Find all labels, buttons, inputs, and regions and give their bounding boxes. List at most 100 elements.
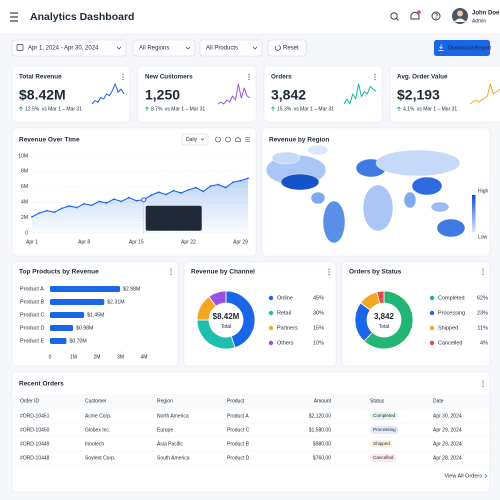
home-icon[interactable]	[235, 136, 241, 142]
revenue-point[interactable]	[194, 186, 197, 189]
legend-value: 10%	[313, 340, 324, 346]
bar[interactable]	[50, 312, 85, 318]
revenue-point[interactable]	[232, 181, 235, 184]
revenue-point[interactable]	[105, 202, 108, 204]
bar[interactable]	[50, 338, 67, 344]
revenue-point[interactable]	[187, 188, 190, 191]
map-region[interactable]	[436, 218, 466, 238]
dropdown-chevron	[252, 46, 258, 50]
download-button[interactable]	[434, 40, 490, 56]
legend-gradient	[472, 195, 476, 232]
map-region[interactable]	[411, 176, 443, 196]
link-chevron[interactable]	[484, 473, 488, 479]
header-bar	[0, 0, 500, 34]
legend-swatch	[268, 340, 274, 346]
revenue-point[interactable]	[31, 215, 33, 218]
revenue-point[interactable]	[180, 192, 182, 194]
map-region[interactable]	[362, 184, 394, 232]
revenue-point[interactable]	[120, 200, 123, 203]
filter-box[interactable]	[11, 39, 127, 57]
revenue-point[interactable]	[60, 207, 63, 210]
legend-label: Cancelled	[438, 340, 462, 346]
menu-dot	[482, 383, 484, 385]
revenue-point[interactable]	[224, 186, 227, 189]
x-tick-label: 3M	[117, 354, 124, 360]
bar[interactable]	[50, 325, 74, 331]
map-region[interactable]	[403, 191, 417, 209]
help-mark	[434, 12, 438, 17]
bar-value-label: $0.70M	[69, 338, 86, 344]
revenue-point[interactable]	[45, 209, 48, 212]
donut-segment[interactable]	[208, 290, 227, 307]
zoom-icon[interactable]	[215, 136, 221, 143]
bar-value-label: $2.31M	[107, 299, 124, 305]
help-icon[interactable]	[431, 11, 441, 21]
interval-dropdown[interactable]	[181, 133, 209, 146]
map-region[interactable]	[322, 200, 346, 244]
revenue-point[interactable]	[127, 196, 130, 199]
map-region[interactable]	[375, 149, 461, 177]
legend-label: Completed	[438, 295, 465, 301]
revenue-point[interactable]	[135, 199, 138, 202]
notification-icon[interactable]	[410, 11, 420, 20]
legend-high: High	[478, 188, 489, 194]
donut-segment[interactable]	[363, 290, 414, 350]
view-all-link: View All Orders	[445, 473, 483, 479]
bar-value-label: $2.98M	[123, 286, 140, 292]
legend-value: 15%	[313, 325, 324, 331]
status-badge	[370, 412, 399, 420]
zoom-icon[interactable]	[225, 136, 231, 143]
legend-swatch	[429, 340, 435, 346]
revenue-point[interactable]	[209, 185, 212, 187]
map-region[interactable]	[271, 151, 301, 165]
revenue-point[interactable]	[53, 211, 56, 214]
kpi-sparkline	[343, 83, 377, 105]
revenue-point[interactable]	[172, 189, 175, 192]
revenue-point[interactable]	[157, 191, 160, 194]
revenue-point[interactable]	[239, 179, 242, 182]
bar-value-label: $1.45M	[87, 312, 104, 318]
revenue-point[interactable]	[165, 193, 167, 196]
table-cell: Product C	[227, 427, 250, 433]
legend-value: 23%	[477, 310, 488, 316]
menu-dot	[482, 271, 484, 273]
revenue-point[interactable]	[113, 198, 115, 201]
revenue-point[interactable]	[247, 177, 249, 180]
revenue-point[interactable]	[68, 205, 71, 207]
table-cell: Product A	[227, 413, 249, 419]
revenue-point[interactable]	[202, 190, 205, 193]
menu-dot	[170, 273, 172, 276]
menu-icon[interactable]	[245, 137, 250, 142]
bar[interactable]	[50, 299, 105, 305]
map-region[interactable]	[430, 201, 450, 213]
revenue-point[interactable]	[90, 204, 93, 207]
revenue-point[interactable]	[98, 200, 100, 203]
revenue-point[interactable]	[38, 212, 41, 214]
map-region[interactable]	[280, 173, 320, 191]
map-region[interactable]	[310, 191, 326, 205]
search-icon[interactable]	[390, 12, 398, 20]
filter-box[interactable]	[132, 39, 196, 57]
menu-dot	[374, 76, 376, 78]
revenue-point[interactable]	[75, 206, 78, 209]
table-header-bg	[13, 394, 489, 408]
kpi-up-arrow	[397, 106, 401, 111]
table-cell: North America	[157, 413, 189, 419]
kpi-title: New Customers	[145, 74, 193, 81]
filter-box[interactable]	[199, 39, 263, 57]
table-cell: #ORD-10449	[20, 441, 50, 447]
donut-segment[interactable]	[225, 290, 256, 349]
revenue-point[interactable]	[150, 194, 153, 197]
revenue-point[interactable]	[217, 183, 220, 186]
filter-box[interactable]	[267, 39, 307, 57]
map-region[interactable]	[307, 144, 329, 156]
revenue-point[interactable]	[83, 202, 86, 205]
page-title: Analytics Dashboard	[30, 11, 134, 23]
status-badge-text: Cancelled	[373, 455, 394, 460]
donut-segment[interactable]	[376, 290, 385, 305]
kpi-title: Avg. Order Value	[397, 74, 448, 81]
legend-value: 11%	[477, 325, 488, 331]
column-header: Status	[370, 398, 385, 404]
bar[interactable]	[50, 286, 121, 292]
